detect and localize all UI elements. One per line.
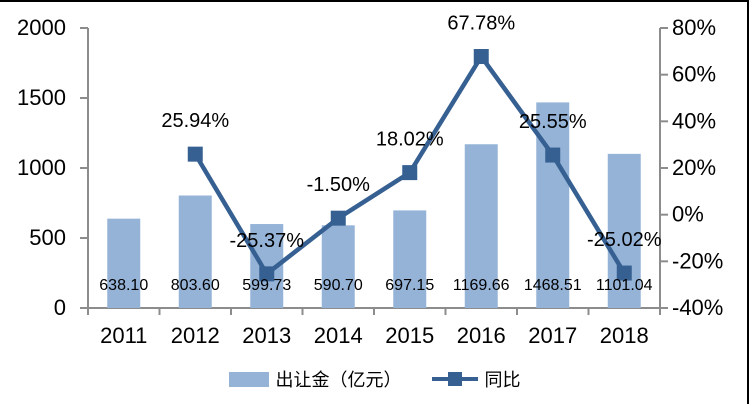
- percent-label: 25.55%: [519, 111, 587, 133]
- right-axis-tick-label: 80%: [672, 15, 716, 40]
- line-series-swatch-icon: [431, 372, 478, 387]
- bar: [464, 144, 498, 308]
- line-marker: [187, 146, 203, 162]
- image-border-top: [0, 0, 749, 2]
- percent-label: -25.37%: [230, 230, 305, 252]
- x-axis-category-label: 2016: [457, 323, 506, 348]
- line-marker: [259, 266, 275, 282]
- legend-label-bar-series: 出让金（亿元）: [275, 370, 402, 390]
- bar-value-label: 803.60: [171, 277, 220, 294]
- percent-label: 25.94%: [161, 110, 229, 132]
- left-axis-tick-label: 1500: [17, 85, 66, 110]
- x-axis-category-label: 2012: [171, 323, 220, 348]
- bar: [321, 225, 355, 308]
- right-axis-tick-label: -40%: [672, 295, 723, 320]
- x-axis-category-label: 2018: [600, 323, 649, 348]
- bar: [607, 153, 641, 308]
- line-swatch-marker: [447, 372, 462, 386]
- right-axis-tick-label: 20%: [672, 155, 716, 180]
- bar-value-label: 1468.51: [524, 277, 582, 294]
- bar-series-swatch-icon: [228, 371, 269, 387]
- bar-value-label: 599.73: [242, 277, 291, 294]
- legend-label-line-series: 同比: [484, 370, 521, 390]
- percent-label: 67.78%: [447, 13, 515, 35]
- left-axis-tick-label: 1000: [17, 155, 66, 180]
- bar-value-label: 1101.04: [596, 277, 653, 294]
- left-axis-tick-label: 500: [29, 225, 66, 250]
- left-axis-tick-label: 0: [54, 295, 66, 320]
- line-marker: [473, 49, 489, 65]
- right-axis-tick-label: 40%: [672, 108, 716, 133]
- bar: [393, 210, 427, 308]
- x-axis-category-label: 2013: [242, 323, 291, 348]
- percent-label: -25.02%: [587, 229, 662, 251]
- line-marker: [330, 210, 346, 226]
- line-marker: [545, 147, 561, 163]
- bar-value-label: 590.70: [314, 277, 363, 294]
- right-axis-tick-label: 0%: [672, 202, 704, 227]
- bar-value-label: 638.10: [99, 277, 148, 294]
- x-axis-category-label: 2011: [100, 323, 147, 348]
- x-axis-category-label: 2014: [314, 323, 363, 348]
- left-axis-tick-label: 2000: [17, 15, 66, 40]
- bar-value-label: 697.15: [385, 277, 434, 294]
- bar: [178, 195, 212, 308]
- line-marker: [616, 265, 632, 281]
- line-marker: [402, 165, 418, 181]
- percent-label: 18.02%: [376, 129, 444, 151]
- legend-item-line-series[interactable]: 同比: [431, 366, 521, 392]
- bar-value-label: 1169.66: [453, 277, 510, 294]
- right-axis-tick-label: -20%: [672, 248, 723, 273]
- image-border-right: [747, 0, 749, 404]
- percent-label: -1.50%: [307, 174, 371, 196]
- x-axis-category-label: 2017: [528, 323, 577, 348]
- bar: [107, 218, 141, 308]
- right-axis-tick-label: 60%: [672, 62, 716, 87]
- legend-item-bar-series[interactable]: 出让金（亿元）: [228, 366, 402, 392]
- x-axis-category-label: 2015: [385, 323, 434, 348]
- legend: 出让金（亿元） 同比: [228, 366, 521, 392]
